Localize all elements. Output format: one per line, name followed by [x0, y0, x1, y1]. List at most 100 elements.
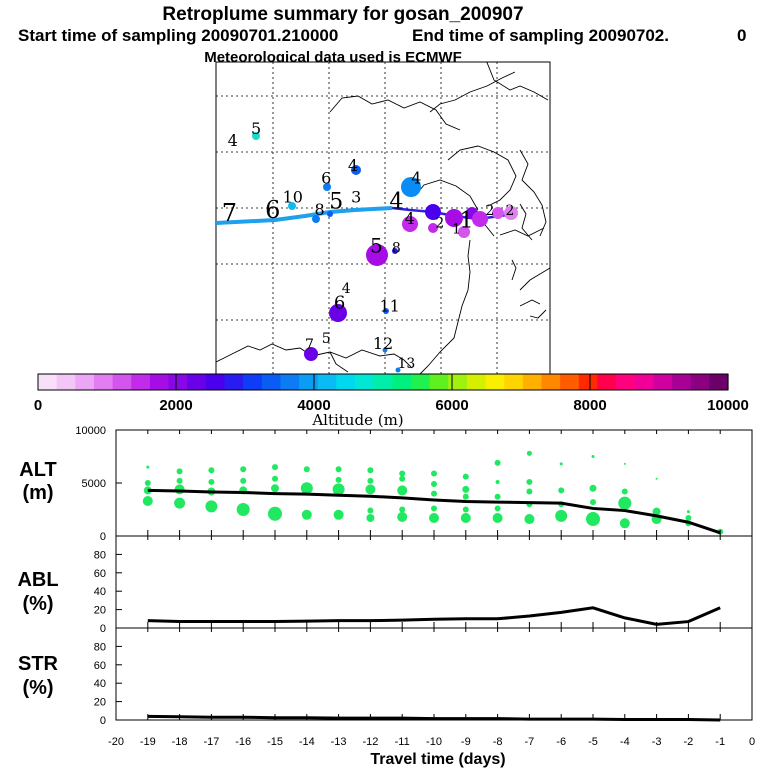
- map-centroid: [428, 223, 438, 233]
- map-centroid: [395, 367, 401, 373]
- plume-centroids: [252, 132, 518, 373]
- map-day-label: 13: [397, 356, 415, 372]
- map-day-label: 6: [265, 196, 280, 224]
- alt-point: [494, 505, 501, 512]
- colorbar-swatch: [299, 374, 319, 390]
- alt-point: [144, 480, 151, 486]
- map-day-label: 7: [222, 199, 237, 227]
- alt-point: [431, 505, 437, 512]
- y-tick-label: 10000: [75, 425, 106, 437]
- x-tick-label: 0: [749, 736, 755, 748]
- colorbar-swatch: [578, 374, 599, 390]
- alt-panel: 0 5000 10000 ALT (m): [19, 425, 753, 543]
- map-centroid: [458, 226, 470, 238]
- alt-point: [431, 481, 437, 488]
- map-centroid: [312, 215, 320, 223]
- map-centroid: [383, 308, 389, 314]
- alt-point: [271, 484, 279, 493]
- colorbar-tick-label: 10000: [707, 397, 749, 414]
- map-day-label: 5: [329, 190, 343, 215]
- y-tick-label: 5000: [82, 478, 106, 490]
- alt-point: [494, 493, 501, 500]
- alt-point: [652, 507, 661, 516]
- map-day-label: 2: [505, 203, 514, 219]
- alt-point: [399, 506, 406, 513]
- alt-point: [300, 482, 313, 495]
- x-tick-label: -2: [684, 736, 694, 748]
- alt-point: [686, 510, 690, 514]
- map-day-label: 2: [485, 203, 494, 219]
- colorbar-swatch: [616, 374, 636, 390]
- alt-ticks: 0 5000 10000: [75, 425, 122, 543]
- map-centroid: [392, 248, 398, 254]
- alt-point: [589, 484, 597, 492]
- y-tick-label: 80: [94, 641, 106, 653]
- colorbar-swatch: [168, 374, 188, 390]
- x-tick-label: -16: [235, 736, 251, 748]
- abl-ylabel: ABL: [17, 569, 58, 591]
- map-centroid: [401, 177, 421, 197]
- alt-point: [272, 475, 278, 482]
- alt-point: [462, 493, 469, 500]
- map-day-label: 4: [405, 209, 415, 228]
- x-tick-label: -1: [715, 736, 725, 748]
- map-day-label: 2: [435, 215, 444, 231]
- colorbar-swatch: [336, 374, 356, 390]
- x-tick-label: -4: [620, 736, 630, 748]
- x-tick-label: -13: [331, 736, 347, 748]
- alt-point: [268, 506, 282, 521]
- x-tick-label: -12: [362, 736, 378, 748]
- colorbar-swatch: [634, 374, 655, 390]
- map-day-label: 11: [380, 297, 400, 316]
- map-day-label: 4: [228, 131, 238, 150]
- alt-point: [367, 507, 374, 514]
- colorbar-swatch: [317, 374, 337, 390]
- colorbar-swatch: [112, 374, 132, 390]
- alt-point: [431, 490, 437, 497]
- alt-point: [462, 473, 469, 480]
- alt-point: [236, 503, 250, 516]
- map-day-label: 5: [370, 233, 383, 257]
- map-day-label: 1: [460, 208, 474, 233]
- alt-ylabel-unit: (m): [22, 482, 53, 504]
- str-ylabel: STR: [18, 653, 59, 675]
- alt-point: [495, 479, 500, 484]
- alt-point: [619, 518, 630, 529]
- map-centroid: [252, 132, 260, 140]
- str-ticks: 0 20 40 60 80: [94, 641, 122, 727]
- alt-point: [555, 509, 568, 522]
- y-tick-label: 0: [100, 531, 106, 543]
- map-day-label: 3: [351, 187, 361, 206]
- alt-point: [397, 485, 408, 496]
- str-panel-frame: [115, 627, 753, 721]
- alt-point: [367, 467, 374, 474]
- colorbar-swatch: [672, 374, 692, 390]
- alt-point: [492, 512, 503, 523]
- x-axis-ticks: -20 -19 -18 -17 -16 -15 -14 -13 -12 -11 -10 -9 -8 -7-…: [108, 430, 755, 748]
- colorbar-swatch: [410, 374, 431, 390]
- colorbar-swatch: [355, 374, 375, 390]
- x-tick-label: -8: [493, 736, 503, 748]
- alt-point: [365, 484, 376, 495]
- alt-point: [462, 506, 469, 513]
- end-time-suffix: 0: [737, 26, 746, 45]
- map-day-label: 4: [389, 190, 403, 215]
- alt-point: [333, 509, 344, 520]
- map-day-label: 4: [348, 156, 358, 175]
- alt-point: [240, 477, 247, 484]
- colorbar-swatch: [448, 374, 468, 390]
- y-tick-label: 60: [94, 660, 106, 672]
- x-tick-label: -10: [426, 736, 442, 748]
- alt-point: [526, 478, 533, 485]
- alt-point: [618, 496, 632, 510]
- colorbar-swatch: [541, 374, 561, 390]
- x-tick-label: -17: [203, 736, 219, 748]
- y-tick-label: 20: [94, 605, 106, 617]
- alt-point: [399, 475, 406, 482]
- alt-point: [208, 478, 215, 485]
- colorbar-swatch: [709, 374, 729, 390]
- start-time-label: Start time of sampling 20090701.210000: [18, 26, 338, 45]
- alt-point: [462, 485, 470, 493]
